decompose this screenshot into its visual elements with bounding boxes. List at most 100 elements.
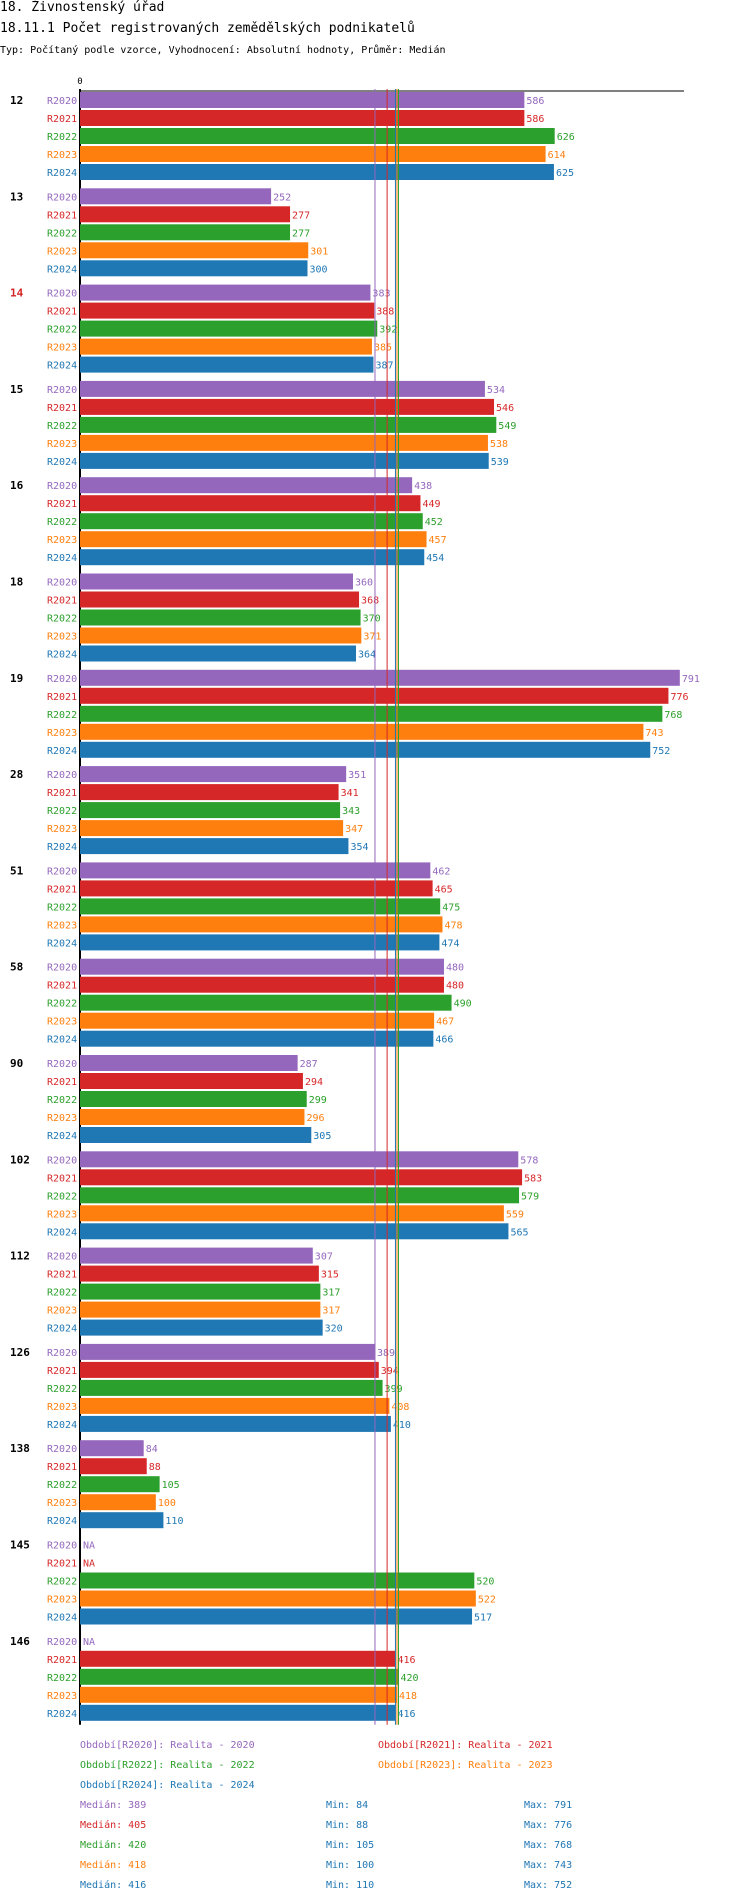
series-label-R2021-51: R2021 — [47, 884, 77, 895]
value-label-51-R2024: 474 — [441, 938, 459, 949]
series-label-R2021-102: R2021 — [47, 1173, 77, 1184]
category-label-145: 145 — [10, 1539, 30, 1552]
value-label-90-R2024: 305 — [313, 1131, 331, 1142]
series-label-R2020-14: R2020 — [47, 289, 77, 300]
bar-12-R2021 — [80, 110, 525, 126]
legend-item-R2023: Období[R2023]: Realita - 2023 — [378, 1759, 553, 1771]
value-label-28-R2024: 354 — [350, 842, 368, 853]
na-label-R2020-145: NA — [83, 1541, 95, 1552]
bar-19-R2021 — [80, 687, 669, 704]
bar-14-R2020 — [80, 284, 371, 301]
bar-16-R2021 — [80, 495, 421, 512]
bar-112-R2024 — [80, 1319, 323, 1336]
stat-max-R2023: Max: 743 — [524, 1860, 572, 1871]
value-label-13-R2021: 277 — [292, 210, 310, 221]
bar-16-R2020 — [80, 477, 413, 494]
bar-102-R2020 — [80, 1151, 519, 1168]
value-label-16-R2020: 438 — [414, 481, 432, 492]
series-label-R2023-112: R2023 — [47, 1306, 77, 1317]
bar-18-R2022 — [80, 609, 361, 626]
bar-102-R2023 — [80, 1205, 504, 1222]
series-label-R2024-126: R2024 — [47, 1420, 77, 1431]
series-label-R2023-18: R2023 — [47, 632, 77, 643]
bar-18-R2020 — [80, 573, 353, 590]
bar-19-R2023 — [80, 723, 644, 740]
category-label-138: 138 — [10, 1442, 30, 1455]
series-label-R2024-28: R2024 — [47, 842, 77, 853]
value-label-102-R2024: 565 — [510, 1227, 528, 1238]
value-label-126-R2024: 410 — [393, 1420, 411, 1431]
stat-min-R2023: Min: 100 — [326, 1860, 374, 1871]
stat-max-R2020: Max: 791 — [524, 1800, 572, 1811]
value-label-13-R2020: 252 — [273, 192, 291, 203]
bar-13-R2024 — [80, 260, 308, 277]
series-label-R2023-145: R2023 — [47, 1595, 77, 1606]
bar-15-R2023 — [80, 434, 488, 451]
bar-14-R2023 — [80, 338, 372, 355]
series-label-R2022-145: R2022 — [47, 1577, 77, 1588]
bar-13-R2021 — [80, 206, 291, 223]
bar-102-R2024 — [80, 1223, 509, 1240]
series-label-R2022-138: R2022 — [47, 1480, 77, 1491]
bar-112-R2020 — [80, 1247, 313, 1264]
series-label-R2023-146: R2023 — [47, 1691, 77, 1702]
bar-28-R2021 — [80, 784, 339, 801]
value-label-51-R2023: 478 — [444, 920, 462, 931]
bar-58-R2023 — [80, 1012, 435, 1029]
stat-min-R2021: Min: 88 — [326, 1820, 368, 1831]
series-label-R2022-12: R2022 — [47, 132, 77, 143]
series-label-R2020-16: R2020 — [47, 481, 77, 492]
series-label-R2022-126: R2022 — [47, 1384, 77, 1395]
series-label-R2020-102: R2020 — [47, 1155, 77, 1166]
bar-51-R2023 — [80, 916, 443, 933]
series-label-R2021-58: R2021 — [47, 981, 77, 992]
value-label-14-R2022: 392 — [379, 325, 397, 336]
stat-max-R2024: Max: 752 — [524, 1880, 572, 1891]
series-label-R2024-15: R2024 — [47, 457, 77, 468]
series-label-R2023-126: R2023 — [47, 1402, 77, 1413]
value-label-102-R2020: 578 — [520, 1155, 538, 1166]
value-label-16-R2023: 457 — [429, 535, 447, 546]
category-label-12: 12 — [10, 94, 23, 107]
value-label-146-R2023: 418 — [399, 1691, 417, 1702]
stat-median-R2023: Medián: 418 — [80, 1859, 146, 1871]
value-label-51-R2022: 475 — [442, 902, 460, 913]
stat-min-R2024: Min: 110 — [326, 1880, 374, 1891]
stat-max-R2021: Max: 776 — [524, 1820, 572, 1831]
series-label-R2024-16: R2024 — [47, 553, 77, 564]
value-label-15-R2022: 549 — [498, 421, 516, 432]
value-label-58-R2020: 480 — [446, 963, 464, 974]
series-label-R2022-146: R2022 — [47, 1673, 77, 1684]
x-axis-zero-label: 0 — [77, 77, 82, 87]
value-label-28-R2023: 347 — [345, 824, 363, 835]
series-label-R2020-145: R2020 — [47, 1541, 77, 1552]
series-label-R2021-13: R2021 — [47, 210, 77, 221]
value-label-58-R2024: 466 — [435, 1035, 453, 1046]
bar-112-R2022 — [80, 1283, 321, 1300]
series-label-R2023-138: R2023 — [47, 1498, 77, 1509]
bar-145-R2022 — [80, 1572, 475, 1589]
value-label-112-R2023: 317 — [322, 1306, 340, 1317]
value-label-18-R2024: 364 — [358, 650, 376, 661]
value-label-19-R2022: 768 — [664, 710, 682, 721]
value-label-146-R2022: 420 — [400, 1673, 418, 1684]
category-label-15: 15 — [10, 383, 23, 396]
bar-12-R2020 — [80, 92, 525, 108]
series-label-R2022-19: R2022 — [47, 710, 77, 721]
bar-102-R2021 — [80, 1169, 523, 1186]
value-label-90-R2021: 294 — [305, 1077, 323, 1088]
page-title: 18. Živnostenský úřad — [0, 0, 165, 15]
series-label-R2024-138: R2024 — [47, 1516, 77, 1527]
bar-146-R2023 — [80, 1686, 397, 1703]
series-label-R2023-12: R2023 — [47, 150, 77, 161]
series-label-R2020-15: R2020 — [47, 385, 77, 396]
value-label-16-R2021: 449 — [422, 499, 440, 510]
value-label-146-R2021: 416 — [397, 1655, 415, 1666]
na-label-R2020-146: NA — [83, 1637, 95, 1648]
bar-15-R2021 — [80, 398, 495, 415]
value-label-102-R2023: 559 — [506, 1209, 524, 1220]
bar-14-R2022 — [80, 320, 378, 337]
bar-112-R2021 — [80, 1265, 319, 1282]
bar-90-R2023 — [80, 1109, 305, 1125]
bar-15-R2020 — [80, 380, 485, 397]
